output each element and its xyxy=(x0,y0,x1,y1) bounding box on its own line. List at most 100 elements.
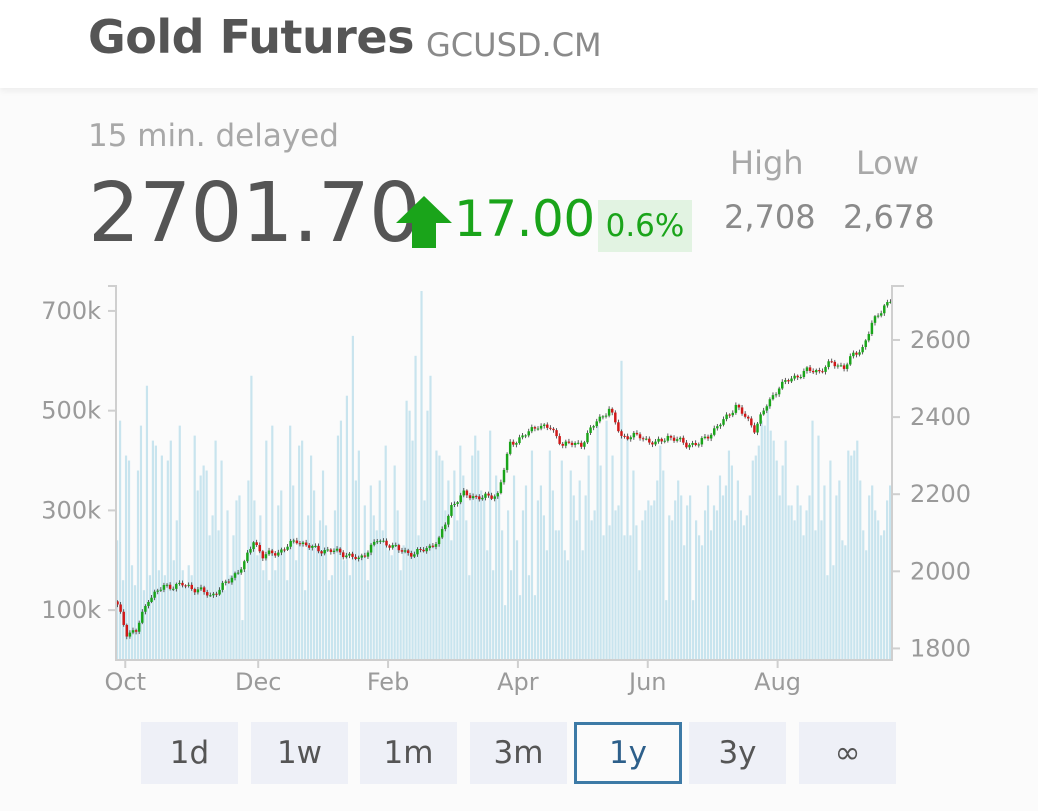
candle-body xyxy=(657,438,660,442)
volume-bar xyxy=(492,570,495,660)
volume-bar xyxy=(659,445,662,660)
candle-body xyxy=(583,442,586,447)
volume-bar xyxy=(417,535,420,660)
volume-bar xyxy=(262,570,265,660)
volume-bar xyxy=(566,560,569,660)
volume-bar xyxy=(512,475,516,660)
volume-bar xyxy=(250,375,253,660)
volume-bar xyxy=(614,510,617,660)
candle-body xyxy=(731,412,735,416)
range-button-3m[interactable]: 3m xyxy=(470,722,567,784)
volume-bar xyxy=(569,470,572,660)
low-label: Low xyxy=(856,144,920,182)
candle-body xyxy=(632,432,636,438)
ticker-symbol: GCUSD.CM xyxy=(426,26,602,64)
volume-bar xyxy=(745,515,748,660)
volume-bar xyxy=(498,495,501,660)
candle-body xyxy=(162,584,166,590)
volume-bar xyxy=(151,440,154,660)
candle-body xyxy=(839,365,843,367)
high-label: High xyxy=(730,144,804,182)
candle-body xyxy=(357,557,360,559)
candle-body xyxy=(586,432,589,443)
candle-body xyxy=(187,584,190,586)
candle-body xyxy=(230,577,234,583)
volume-bar xyxy=(599,465,602,660)
range-button-1w[interactable]: 1w xyxy=(251,722,348,784)
volume-bar xyxy=(680,495,683,660)
candle-body xyxy=(450,505,453,516)
candle-body xyxy=(184,585,187,587)
candle-body xyxy=(629,437,632,440)
low-value: 2,678 xyxy=(843,198,935,236)
volume-bar xyxy=(739,510,742,660)
volume-bar xyxy=(644,510,647,660)
candle-body xyxy=(484,493,487,498)
volume-bar xyxy=(889,485,892,660)
range-button-1m[interactable]: 1m xyxy=(360,722,457,784)
volume-bar xyxy=(692,600,695,660)
volume-bar xyxy=(483,495,486,660)
candle-body xyxy=(617,422,620,432)
volume-bar xyxy=(817,435,820,660)
volume-bar xyxy=(432,545,435,660)
volume-bar xyxy=(683,545,686,660)
volume-bar xyxy=(321,470,325,660)
candle-body xyxy=(267,550,271,555)
candle-body xyxy=(317,545,320,552)
price-volume-chart[interactable]: 100k 300k 500k 700k 1800 2000 2200 2400 2600 Oct D… xyxy=(0,270,1038,710)
candle-body xyxy=(790,378,793,382)
range-button-3y[interactable]: 3y xyxy=(689,722,786,784)
candle-body xyxy=(709,434,713,439)
volume-bar xyxy=(283,550,286,660)
price-tick-label: 2000 xyxy=(910,557,971,585)
candle-body xyxy=(437,537,441,545)
candle-body xyxy=(252,542,255,550)
candle-body xyxy=(239,569,243,573)
volume-bar xyxy=(709,530,713,660)
range-button-1y[interactable]: 1y xyxy=(574,722,682,784)
candle-body xyxy=(672,437,676,441)
volume-bar xyxy=(181,570,184,660)
volume-bar xyxy=(638,570,641,660)
candle-body xyxy=(329,549,333,552)
volume-bar xyxy=(617,505,620,660)
volume-bar xyxy=(268,580,271,660)
volume-bar xyxy=(148,575,152,660)
volume-bar xyxy=(139,425,143,660)
volume-bar xyxy=(130,565,134,660)
candle-body xyxy=(125,624,129,637)
volume-bar xyxy=(590,520,593,660)
candle-body xyxy=(314,545,317,547)
candle-body xyxy=(858,352,861,355)
volume-bar xyxy=(345,395,348,660)
candle-body xyxy=(487,493,490,496)
candle-body xyxy=(589,427,592,433)
volume-bar xyxy=(551,490,554,660)
candle-body xyxy=(852,352,855,357)
volume-bar xyxy=(375,530,378,660)
candle-body xyxy=(273,553,277,556)
candle-body xyxy=(388,545,391,548)
candle-body xyxy=(576,442,580,444)
volume-bar xyxy=(650,505,653,660)
volume-bar xyxy=(706,485,710,660)
volume-bar xyxy=(778,495,781,660)
candle-body xyxy=(298,543,302,545)
range-button-all[interactable]: ∞ xyxy=(799,722,896,784)
volume-bar xyxy=(172,560,175,660)
candle-body xyxy=(549,427,552,429)
volume-bar xyxy=(438,455,441,660)
volume-bar xyxy=(118,420,122,660)
candle-body xyxy=(116,601,119,605)
volume-bar xyxy=(668,515,671,660)
volume-bar xyxy=(136,470,140,660)
volume-bar xyxy=(330,575,334,660)
candle-body xyxy=(341,552,345,558)
volume-bar xyxy=(462,475,465,660)
range-button-1d[interactable]: 1d xyxy=(141,722,238,784)
volume-bar xyxy=(477,450,480,660)
candle-body xyxy=(212,593,215,596)
x-tick-label: Dec xyxy=(235,668,281,696)
candle-body xyxy=(601,416,605,418)
